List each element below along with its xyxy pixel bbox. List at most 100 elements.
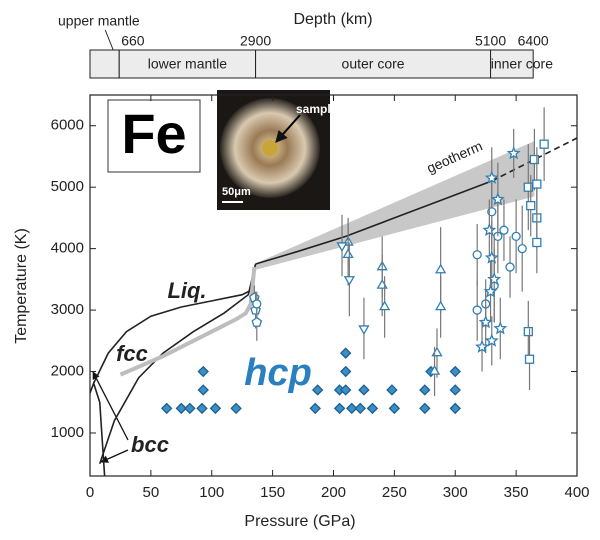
data-point (484, 170, 499, 184)
region-label: inner core (491, 56, 553, 72)
data-point (431, 346, 443, 357)
y-tick-label: 4000 (51, 240, 84, 257)
data-point (388, 402, 401, 415)
scale-label: 50μm (222, 186, 251, 198)
data-point (184, 402, 196, 415)
x-tick-label: 250 (382, 484, 407, 501)
data-point (511, 231, 521, 241)
data-point (336, 242, 348, 253)
data-point (532, 237, 542, 248)
region-label: upper mantle (58, 13, 140, 29)
data-point (524, 354, 535, 364)
data-point (484, 333, 499, 347)
phase-curve (89, 380, 106, 477)
sample-label: sample (296, 102, 338, 116)
data-point (376, 278, 388, 289)
data-point (343, 276, 355, 286)
element-box (107, 99, 201, 173)
data-point (449, 402, 461, 415)
x2-label: Depth (km) (293, 11, 372, 28)
depth-region (118, 49, 257, 79)
bcc-arrow (92, 371, 129, 441)
data-point (333, 402, 346, 415)
leader (104, 29, 114, 51)
y-tick-label: 5000 (51, 178, 84, 195)
data-point (197, 365, 209, 378)
x-tick-label: 50 (143, 484, 160, 501)
x-tick-label: 100 (199, 484, 224, 501)
data-point (346, 402, 358, 415)
data-point (196, 402, 208, 415)
data-point (523, 182, 533, 192)
phase-curve (98, 263, 257, 464)
data-point (526, 200, 536, 211)
data-point (472, 250, 482, 260)
x2-tick-label: 6400 (518, 33, 549, 49)
data-point (386, 384, 398, 396)
data-point (493, 321, 508, 335)
data-point (499, 225, 509, 235)
data-point (339, 365, 352, 378)
region-label: outer core (342, 56, 405, 72)
bcc-label: bcc (131, 432, 169, 457)
data-point (160, 402, 173, 415)
x-label: Pressure (GPa) (244, 513, 355, 530)
y-tick-label: 3000 (51, 301, 84, 318)
data-point (539, 139, 549, 149)
data-point (435, 300, 447, 311)
y-tick-label: 1000 (51, 424, 84, 441)
data-point (506, 146, 521, 160)
data-point (230, 402, 242, 415)
phase-curve (255, 180, 493, 265)
sample-arrow (275, 114, 301, 143)
x-tick-label: 200 (321, 484, 346, 501)
data-point (339, 384, 352, 396)
data-point (311, 384, 324, 396)
data-point (354, 402, 367, 415)
depth-region (490, 49, 534, 79)
data-point (175, 402, 188, 415)
x-tick-label: 350 (504, 484, 529, 501)
data-point (419, 384, 431, 396)
data-point (251, 316, 263, 327)
data-point (523, 326, 533, 337)
data-point (309, 402, 321, 415)
data-point (366, 402, 379, 415)
data-point (483, 284, 498, 298)
y-tick-label: 6000 (51, 117, 84, 134)
x2-tick-label: 5100 (475, 33, 506, 49)
data-point (209, 402, 222, 415)
x2-tick-label: 660 (121, 33, 145, 49)
data-point (428, 365, 441, 375)
bcc-arrow (100, 449, 129, 463)
data-point (449, 384, 461, 396)
data-point (517, 243, 527, 254)
data-point (197, 384, 209, 396)
x2-tick-label: 2900 (240, 33, 271, 49)
x-tick-label: 0 (86, 484, 94, 501)
x-tick-label: 300 (443, 484, 468, 501)
data-point (472, 305, 482, 315)
data-point (490, 192, 505, 206)
data-point (419, 402, 431, 415)
data-point (478, 315, 493, 329)
data-point (532, 179, 542, 189)
data-point (379, 300, 391, 311)
phase-curve (119, 266, 257, 377)
y-label: Temperature (K) (13, 228, 30, 344)
phase-curve (92, 287, 255, 384)
data-point (342, 248, 354, 259)
data-point (484, 250, 499, 264)
region-label: lower mantle (148, 56, 228, 72)
data-point (529, 154, 540, 165)
depth-region (255, 49, 492, 79)
liquid-label: Liq. (167, 278, 206, 303)
data-point (482, 222, 497, 237)
data-point (505, 262, 515, 272)
x-tick-label: 150 (260, 484, 285, 501)
data-point (358, 325, 370, 336)
data-point (339, 347, 352, 359)
y-tick-label: 2000 (51, 363, 84, 380)
x-tick-label: 400 (564, 484, 589, 501)
